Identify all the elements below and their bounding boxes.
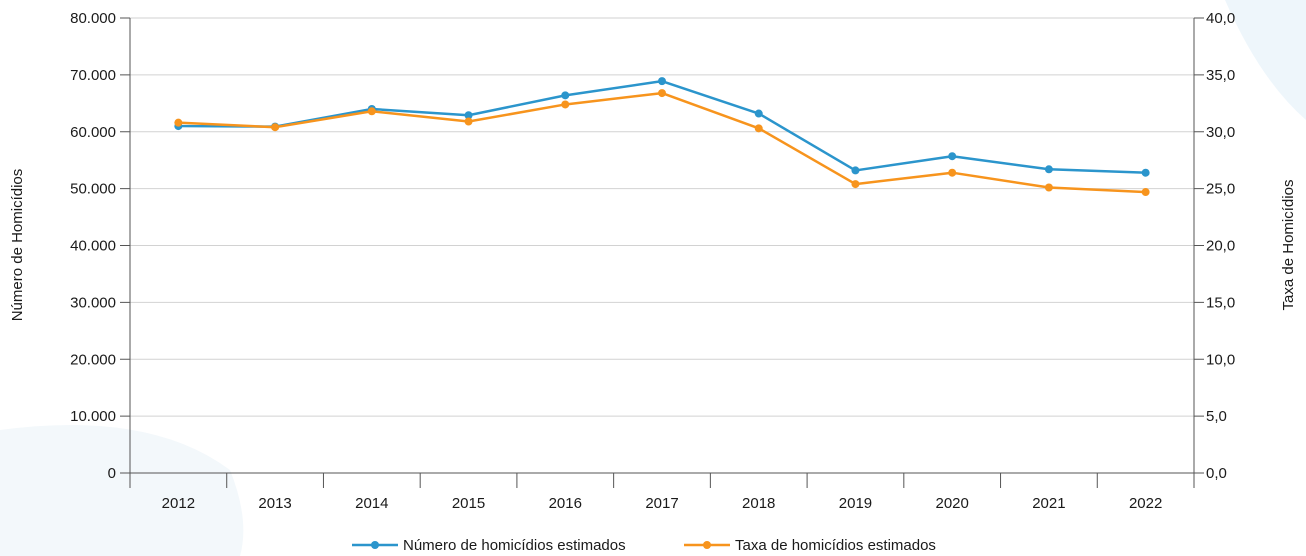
x-tick-label: 2013 <box>258 495 291 512</box>
x-tick-label: 2018 <box>742 495 775 512</box>
right-tick-label: 0,0 <box>1206 465 1227 482</box>
data-point <box>1141 168 1150 177</box>
right-tick-label: 20,0 <box>1206 238 1235 255</box>
x-tick-label: 2017 <box>645 495 678 512</box>
left-tick-label: 30.000 <box>70 294 116 311</box>
data-point <box>851 180 860 189</box>
left-tick-label: 20.000 <box>70 351 116 368</box>
left-tick-label: 40.000 <box>70 238 116 255</box>
left-tick-label: 80.000 <box>70 10 116 27</box>
series-line <box>178 91 1146 194</box>
x-tick-label: 2012 <box>162 495 195 512</box>
data-point <box>948 168 957 177</box>
left-tick-label: 10.000 <box>70 408 116 425</box>
data-point <box>174 118 183 127</box>
data-point <box>464 111 473 120</box>
left-axis-ticks: 0 10.000 20.000 30.000 40.000 50.000 60.000 70.… <box>70 10 130 482</box>
series-rate <box>174 89 1150 197</box>
x-tick-label: 2020 <box>935 495 968 512</box>
data-point <box>754 124 763 133</box>
right-axis-ticks: 0,0 5,0 10,0 15,0 20,0 25,0 30,0 35,0 40,0 <box>1194 10 1235 482</box>
legend-item-number: Número de homicídios estimados <box>352 537 626 554</box>
data-point <box>658 77 666 86</box>
left-tick-label: 60.000 <box>70 124 116 141</box>
right-tick-label: 40,0 <box>1206 10 1235 27</box>
left-tick-label: 50.000 <box>70 181 116 198</box>
gridlines <box>130 17 1194 417</box>
legend-label-number: Número de homicídios estimados <box>403 537 626 554</box>
x-tick-label: 2016 <box>549 495 582 512</box>
axes <box>129 18 1195 488</box>
data-point <box>851 166 860 175</box>
x-tick-label: 2014 <box>355 495 388 512</box>
data-point <box>367 107 376 116</box>
data-point <box>561 91 570 100</box>
x-axis-ticks: 2012 2013 2014 2015 2016 2017 2018 2019 2020 2021… <box>162 473 1162 512</box>
data-point <box>1044 183 1053 192</box>
series-layer <box>174 77 1150 197</box>
right-axis-title: Taxa de Homicídios <box>1280 180 1297 311</box>
right-tick-label: 35,0 <box>1206 67 1235 84</box>
right-tick-label: 10,0 <box>1206 351 1235 368</box>
data-point <box>561 100 570 109</box>
data-point <box>271 123 280 132</box>
data-point <box>658 89 666 98</box>
decor-shape-bottom-left <box>0 425 244 556</box>
x-tick-label: 2021 <box>1032 495 1065 512</box>
right-tick-label: 25,0 <box>1206 181 1235 198</box>
data-point <box>1044 165 1053 174</box>
data-point <box>464 117 473 126</box>
left-axis-title: Número de Homicídios <box>9 169 26 322</box>
legend-swatch-marker-rate <box>703 541 711 549</box>
right-tick-label: 5,0 <box>1206 408 1227 425</box>
data-point <box>948 152 957 161</box>
data-point <box>1141 188 1150 197</box>
right-tick-label: 15,0 <box>1206 294 1235 311</box>
x-tick-label: 2015 <box>452 495 485 512</box>
data-point <box>754 109 763 118</box>
right-tick-label: 30,0 <box>1206 124 1235 141</box>
legend-swatch-marker-number <box>371 541 379 549</box>
x-tick-label: 2022 <box>1129 495 1162 512</box>
x-tick-label: 2019 <box>839 495 872 512</box>
legend-label-rate: Taxa de homicídios estimados <box>735 537 936 554</box>
legend-item-rate: Taxa de homicídios estimados <box>684 537 936 554</box>
legend: Número de homicídios estimados Taxa de h… <box>352 537 936 554</box>
left-tick-label: 0 <box>108 465 116 482</box>
decor-shape-top-right <box>1225 0 1306 120</box>
left-tick-label: 70.000 <box>70 67 116 84</box>
